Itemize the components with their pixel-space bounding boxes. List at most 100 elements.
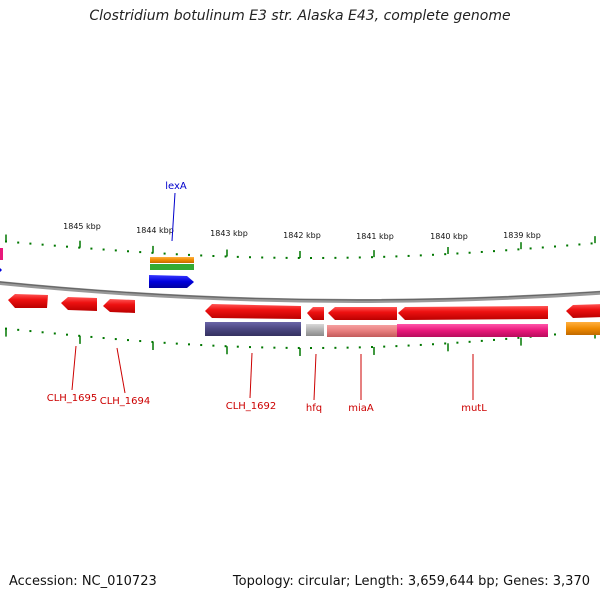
minor-tick bbox=[395, 345, 398, 348]
gene-label-clh1692[interactable]: CLH_1692 bbox=[226, 401, 277, 412]
minor-tick bbox=[480, 250, 483, 253]
minor-tick bbox=[505, 337, 508, 340]
minor-tick bbox=[554, 245, 556, 248]
minor-tick bbox=[261, 256, 264, 259]
lexA-gene[interactable] bbox=[149, 275, 194, 288]
minor-tick bbox=[212, 255, 215, 258]
gene-clh1695-a[interactable] bbox=[8, 294, 48, 308]
minor-tick bbox=[468, 340, 471, 343]
genome-summary-text: Topology: circular; Length: 3,659,644 bp… bbox=[232, 574, 590, 589]
minor-tick bbox=[493, 250, 495, 253]
minor-tick bbox=[53, 244, 56, 247]
minor-tick bbox=[224, 345, 227, 348]
minor-tick bbox=[468, 251, 471, 254]
minor-tick bbox=[114, 249, 117, 252]
gene-clh1695-b[interactable] bbox=[61, 297, 97, 311]
minor-tick bbox=[127, 250, 129, 253]
gene-label-lexA[interactable]: lexA bbox=[165, 181, 187, 192]
mutL-magenta-feature bbox=[397, 324, 548, 337]
minor-tick bbox=[175, 342, 178, 345]
gene-label-hfq[interactable]: hfq bbox=[306, 403, 322, 414]
minor-tick bbox=[322, 256, 325, 259]
scale-label-1840: 1840 kbp bbox=[430, 232, 468, 241]
minor-tick bbox=[432, 343, 434, 346]
minor-tick bbox=[444, 342, 447, 345]
minor-tick bbox=[383, 255, 386, 258]
right-edge-orange-feature bbox=[566, 322, 600, 335]
gene-miaA[interactable] bbox=[328, 307, 397, 320]
minor-tick bbox=[102, 248, 105, 251]
minor-tick bbox=[297, 346, 300, 349]
minor-tick bbox=[456, 252, 459, 255]
minor-tick bbox=[163, 341, 166, 344]
minor-tick bbox=[127, 339, 129, 342]
outer-tick-ring bbox=[5, 234, 596, 259]
minor-tick bbox=[456, 341, 459, 344]
edge-gene-magenta-fragment bbox=[0, 248, 3, 260]
gene-clh1692[interactable] bbox=[205, 304, 301, 319]
accession-text: Accession: NC_010723 bbox=[9, 574, 157, 589]
minor-tick bbox=[578, 243, 581, 246]
minor-tick bbox=[41, 331, 44, 334]
minor-tick bbox=[66, 245, 68, 248]
minor-tick bbox=[346, 346, 349, 349]
minor-tick bbox=[188, 343, 190, 346]
minor-tick bbox=[29, 242, 32, 245]
scale-labels: 1845 kbp 1844 kbp 1843 kbp 1842 kbp 1841… bbox=[63, 222, 541, 241]
gene-right-edge[interactable] bbox=[566, 304, 600, 318]
miaA-salmon-feature bbox=[327, 325, 397, 337]
minor-tick bbox=[383, 345, 386, 348]
hfq-gray-feature bbox=[306, 324, 324, 336]
minor-tick bbox=[224, 255, 227, 258]
minor-tick bbox=[236, 345, 239, 348]
gene-label-clh1695[interactable]: CLH_1695 bbox=[47, 393, 98, 404]
minor-tick bbox=[261, 346, 264, 349]
minor-tick bbox=[151, 340, 154, 343]
minor-tick bbox=[444, 253, 447, 256]
gene-hfq[interactable] bbox=[307, 307, 324, 320]
minor-tick bbox=[90, 335, 93, 338]
minor-tick bbox=[249, 256, 251, 259]
minor-tick bbox=[163, 252, 166, 255]
gene-mutL[interactable] bbox=[398, 306, 548, 320]
minor-tick bbox=[66, 333, 68, 336]
gene-clh1694[interactable] bbox=[103, 299, 135, 313]
minor-tick bbox=[480, 339, 483, 342]
minor-tick bbox=[297, 256, 300, 259]
minor-tick bbox=[188, 253, 190, 256]
minor-tick bbox=[200, 344, 203, 347]
minor-tick bbox=[590, 242, 593, 245]
minor-tick bbox=[529, 247, 532, 250]
minor-tick bbox=[139, 251, 142, 254]
lexA-orange-feature bbox=[150, 257, 194, 263]
minor-tick bbox=[407, 344, 410, 347]
minor-tick bbox=[139, 340, 142, 343]
minor-tick bbox=[432, 253, 434, 256]
gene-label-miaA[interactable]: miaA bbox=[348, 403, 374, 414]
minor-tick bbox=[407, 254, 410, 257]
gene-label-clh1694[interactable]: CLH_1694 bbox=[100, 396, 151, 407]
minor-tick bbox=[310, 256, 312, 259]
minor-tick bbox=[17, 328, 20, 331]
minor-tick bbox=[78, 334, 81, 337]
genome-backbone bbox=[0, 280, 600, 303]
minor-tick bbox=[395, 255, 398, 258]
minor-tick bbox=[346, 256, 349, 259]
minor-tick bbox=[53, 332, 56, 335]
minor-tick bbox=[175, 253, 178, 256]
minor-tick bbox=[493, 338, 495, 341]
gene-label-mutL[interactable]: mutL bbox=[461, 403, 487, 414]
minor-tick bbox=[358, 256, 361, 259]
minor-tick bbox=[236, 255, 239, 258]
minor-tick bbox=[322, 346, 325, 349]
scale-label-1845: 1845 kbp bbox=[63, 222, 101, 231]
minor-tick bbox=[334, 256, 337, 259]
minor-tick bbox=[17, 241, 20, 244]
scale-label-1842: 1842 kbp bbox=[283, 231, 321, 240]
minor-tick bbox=[212, 344, 215, 347]
minor-tick bbox=[566, 244, 569, 247]
minor-tick bbox=[249, 346, 251, 349]
minor-tick bbox=[371, 256, 373, 259]
minor-tick bbox=[200, 254, 203, 257]
